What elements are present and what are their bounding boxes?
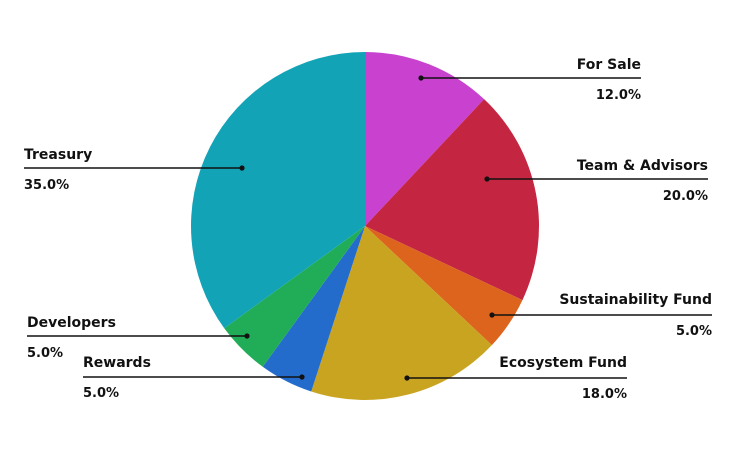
slice-value-for-sale: 12.0%	[596, 88, 641, 103]
slice-label-developers: Developers	[27, 315, 116, 331]
slice-label-team-and-advisors: Team & Advisors	[577, 158, 708, 174]
pie-slice-for-sale	[365, 52, 485, 226]
pie-slice-developers	[224, 226, 365, 367]
slice-value-developers: 5.0%	[27, 346, 63, 361]
slice-value-team-and-advisors: 20.0%	[663, 189, 708, 204]
slice-label-rewards: Rewards	[83, 355, 151, 371]
leader-dot-for-sale	[418, 75, 424, 81]
leader-dot-team-and-advisors	[484, 176, 490, 182]
slice-label-sustainability-fund: Sustainability Fund	[559, 292, 712, 308]
slice-value-treasury: 35.0%	[24, 178, 69, 193]
leader-dot-sustainability-fund	[489, 312, 495, 318]
pie-slice-ecosystem-fund	[311, 226, 492, 400]
pie-slice-sustainability-fund	[365, 226, 523, 346]
leader-dot-developers	[244, 333, 250, 339]
slice-value-ecosystem-fund: 18.0%	[582, 387, 627, 402]
slice-label-for-sale: For Sale	[577, 57, 641, 73]
leader-dot-rewards	[299, 374, 305, 380]
pie-slice-treasury	[191, 51, 365, 329]
slice-value-rewards: 5.0%	[83, 386, 119, 401]
leader-dot-ecosystem-fund	[404, 375, 410, 381]
pie-slices	[191, 51, 539, 400]
leader-dot-treasury	[239, 165, 245, 171]
pie-slice-rewards	[262, 226, 365, 392]
slice-value-sustainability-fund: 5.0%	[676, 324, 712, 339]
pie-slice-team-and-advisors	[365, 99, 539, 301]
slice-label-ecosystem-fund: Ecosystem Fund	[499, 355, 627, 371]
slice-label-treasury: Treasury	[24, 147, 92, 163]
pie-labels: For Sale 12.0% Team & Advisors 20.0% Sustain…	[24, 57, 712, 402]
